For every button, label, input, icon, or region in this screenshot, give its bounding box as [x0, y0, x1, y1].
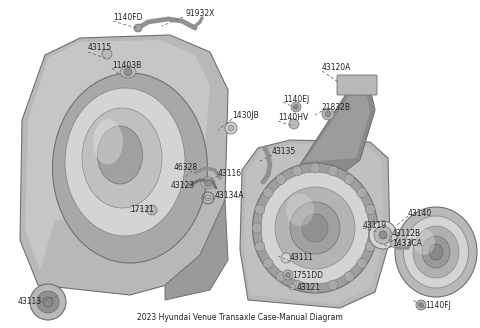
- FancyBboxPatch shape: [337, 75, 377, 95]
- Ellipse shape: [201, 177, 215, 189]
- Ellipse shape: [276, 272, 286, 281]
- Ellipse shape: [93, 119, 123, 165]
- Circle shape: [134, 24, 142, 32]
- Text: 43115: 43115: [88, 44, 112, 52]
- Text: 21832B: 21832B: [322, 104, 351, 113]
- Circle shape: [416, 300, 426, 310]
- Text: 43120A: 43120A: [322, 64, 351, 72]
- Ellipse shape: [292, 280, 302, 290]
- Ellipse shape: [365, 241, 375, 252]
- Ellipse shape: [255, 241, 265, 252]
- Text: 43119: 43119: [363, 220, 387, 230]
- Ellipse shape: [357, 188, 367, 198]
- Ellipse shape: [255, 204, 265, 215]
- Ellipse shape: [422, 236, 450, 268]
- Circle shape: [325, 111, 331, 117]
- Ellipse shape: [328, 280, 338, 290]
- Circle shape: [205, 195, 211, 201]
- Ellipse shape: [374, 226, 392, 244]
- Ellipse shape: [302, 214, 328, 242]
- Text: 1751DD: 1751DD: [292, 272, 323, 280]
- Polygon shape: [240, 140, 390, 308]
- Text: 46328: 46328: [174, 163, 198, 173]
- Ellipse shape: [292, 166, 302, 176]
- Circle shape: [283, 270, 293, 280]
- Ellipse shape: [429, 244, 443, 260]
- Circle shape: [289, 119, 299, 129]
- Ellipse shape: [263, 188, 273, 198]
- Ellipse shape: [357, 258, 367, 268]
- Text: 43123: 43123: [171, 180, 195, 190]
- Text: 43112B: 43112B: [392, 229, 421, 237]
- Circle shape: [228, 125, 234, 131]
- Ellipse shape: [261, 172, 369, 284]
- Text: 1140HV: 1140HV: [278, 113, 308, 122]
- Text: 43116: 43116: [218, 169, 242, 177]
- Circle shape: [391, 240, 397, 248]
- Polygon shape: [304, 92, 370, 162]
- Circle shape: [147, 205, 157, 215]
- Text: 43121: 43121: [297, 282, 321, 292]
- Ellipse shape: [328, 166, 338, 176]
- Polygon shape: [300, 88, 375, 175]
- Ellipse shape: [365, 204, 375, 215]
- Text: 43135: 43135: [272, 148, 296, 156]
- Ellipse shape: [65, 88, 185, 236]
- Ellipse shape: [52, 73, 207, 263]
- Polygon shape: [244, 144, 384, 304]
- Circle shape: [322, 108, 334, 120]
- Ellipse shape: [413, 229, 435, 255]
- Circle shape: [30, 284, 66, 320]
- Text: 1430JB: 1430JB: [232, 112, 259, 120]
- Ellipse shape: [286, 194, 314, 226]
- Ellipse shape: [344, 272, 354, 281]
- Ellipse shape: [252, 223, 262, 233]
- Text: 1433CA: 1433CA: [392, 239, 422, 249]
- Ellipse shape: [369, 221, 397, 249]
- Text: 91932X: 91932X: [185, 10, 215, 18]
- Circle shape: [291, 102, 301, 112]
- Text: 43111: 43111: [290, 254, 314, 262]
- Text: 1140FD: 1140FD: [113, 13, 143, 23]
- Text: 1140EJ: 1140EJ: [283, 94, 309, 104]
- Circle shape: [204, 179, 212, 187]
- Ellipse shape: [290, 202, 340, 254]
- Circle shape: [225, 122, 237, 134]
- Ellipse shape: [97, 126, 143, 184]
- Ellipse shape: [263, 258, 273, 268]
- Polygon shape: [25, 40, 210, 270]
- Ellipse shape: [379, 231, 387, 239]
- Ellipse shape: [120, 66, 136, 78]
- Text: 2023 Hyundai Venue Transaxle Case-Manual Diagram: 2023 Hyundai Venue Transaxle Case-Manual…: [137, 313, 343, 322]
- Text: 17121: 17121: [130, 204, 154, 214]
- Ellipse shape: [368, 223, 378, 233]
- Ellipse shape: [310, 283, 320, 293]
- Ellipse shape: [310, 163, 320, 173]
- Text: 43140: 43140: [408, 209, 432, 217]
- Ellipse shape: [404, 216, 468, 288]
- Circle shape: [286, 273, 290, 277]
- Polygon shape: [20, 35, 228, 295]
- Circle shape: [419, 302, 423, 308]
- Ellipse shape: [344, 174, 354, 184]
- Circle shape: [281, 253, 291, 263]
- Ellipse shape: [252, 163, 377, 293]
- Ellipse shape: [413, 226, 459, 278]
- Circle shape: [102, 49, 112, 59]
- Ellipse shape: [395, 207, 477, 297]
- Circle shape: [289, 284, 295, 290]
- Text: 11403B: 11403B: [112, 60, 141, 70]
- Circle shape: [124, 68, 132, 76]
- Text: 43113: 43113: [18, 297, 42, 306]
- Circle shape: [293, 105, 299, 110]
- Ellipse shape: [276, 174, 286, 184]
- Circle shape: [43, 297, 53, 307]
- Text: 43134A: 43134A: [215, 192, 244, 200]
- Ellipse shape: [82, 108, 162, 208]
- Polygon shape: [165, 200, 228, 300]
- Text: 1140FJ: 1140FJ: [425, 301, 451, 311]
- Ellipse shape: [275, 187, 355, 269]
- Circle shape: [37, 291, 59, 313]
